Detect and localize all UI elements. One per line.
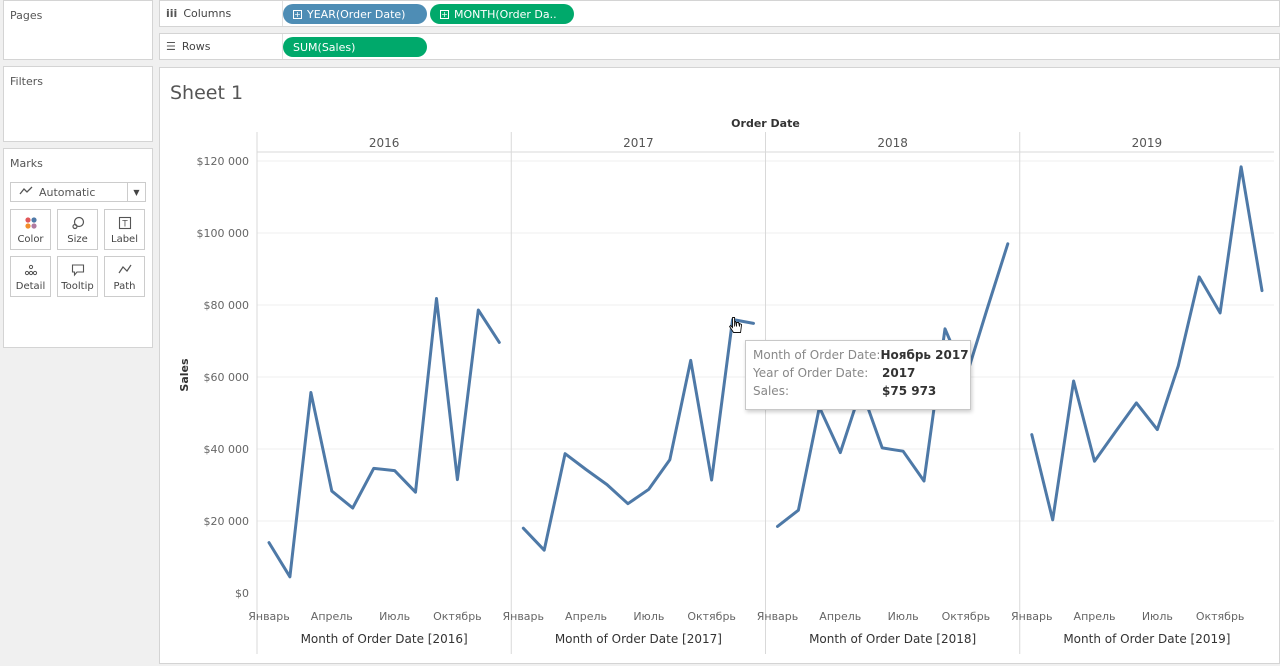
label-label: Label [111, 234, 138, 245]
tooltip-value: Ноябрь 2017 [880, 348, 969, 362]
x-tick-label: Апрель [819, 610, 861, 623]
x-tick-label: Октябрь [942, 610, 991, 623]
line-chart-icon [19, 186, 33, 199]
sum-sales-pill[interactable]: SUM(Sales) [283, 37, 427, 57]
x-axis-label: Month of Order Date [2016] [301, 632, 468, 646]
x-tick-label: Январь [248, 610, 290, 623]
pages-panel[interactable]: Pages [3, 0, 153, 60]
path-icon [105, 263, 144, 280]
columns-icon: iii [166, 7, 178, 20]
tooltip-key: Year of Order Date: [753, 366, 869, 380]
x-tick-label: Октябрь [433, 610, 482, 623]
series-line-2019 [1030, 165, 1264, 522]
filters-title: Filters [10, 75, 43, 88]
expand-icon[interactable]: + [293, 9, 302, 19]
x-tick-label: Июль [888, 610, 919, 623]
rows-shelf-header: ☰ Rows [166, 34, 210, 59]
size-icon [58, 216, 97, 233]
x-tick-label: Январь [502, 610, 544, 623]
sales-pill-label: SUM(Sales) [293, 40, 356, 54]
pane-year-header: 2016 [369, 136, 400, 150]
path-button[interactable]: Path [104, 256, 145, 297]
column-header-label: Order Date [731, 117, 800, 130]
tooltip-value: 2017 [882, 366, 916, 380]
x-axis-label: Month of Order Date [2019] [1063, 632, 1230, 646]
x-tick-label: Январь [1011, 610, 1053, 623]
tooltip-button[interactable]: Tooltip [57, 256, 98, 297]
marks-title: Marks [10, 157, 43, 170]
sheet-title: Sheet 1 [170, 82, 244, 104]
month-order-date-pill[interactable]: + MONTH(Order Da.. [430, 4, 574, 24]
text-label-icon: T [105, 216, 144, 233]
pane-year-header: 2017 [623, 136, 654, 150]
year-order-date-pill[interactable]: + YEAR(Order Date) [283, 4, 427, 24]
path-label: Path [113, 281, 136, 292]
pane-year-header: 2019 [1132, 136, 1163, 150]
x-tick-label: Октябрь [687, 610, 736, 623]
x-axis-label: Month of Order Date [2017] [555, 632, 722, 646]
chevron-down-icon[interactable]: ▼ [127, 183, 145, 201]
tooltip-key: Month of Order Date: [753, 348, 881, 362]
expand-icon[interactable]: + [440, 9, 449, 19]
x-tick-label: Апрель [565, 610, 607, 623]
svg-text:T: T [121, 220, 128, 230]
y-tick-label: $100 000 [197, 227, 250, 240]
mark-type-dropdown[interactable]: Automatic ▼ [10, 182, 146, 202]
tooltip-popup: Month of Order Date: Ноябрь 2017 Year of… [745, 340, 971, 410]
x-tick-label: Апрель [311, 610, 353, 623]
x-axis-label: Month of Order Date [2018] [809, 632, 976, 646]
color-icon [11, 216, 50, 233]
color-button[interactable]: Color [10, 209, 51, 250]
x-tick-label: Октябрь [1196, 610, 1245, 623]
tooltip-row: Month of Order Date: Ноябрь 2017 [753, 346, 969, 364]
y-tick-label: $60 000 [204, 371, 250, 384]
x-tick-label: Апрель [1074, 610, 1116, 623]
x-tick-label: Январь [757, 610, 799, 623]
y-tick-label: $0 [235, 587, 249, 600]
x-tick-label: Июль [379, 610, 410, 623]
shelf-divider [282, 34, 283, 59]
detail-button[interactable]: Detail [10, 256, 51, 297]
month-pill-label: MONTH(Order Da.. [454, 7, 557, 21]
filters-panel[interactable]: Filters [3, 66, 153, 142]
tooltip-row: Sales: $75 973 [753, 382, 963, 400]
size-button[interactable]: Size [57, 209, 98, 250]
rows-label: Rows [181, 40, 211, 53]
series-line-2017 [521, 318, 755, 552]
speech-bubble-icon [58, 263, 97, 280]
tooltip-label: Tooltip [61, 281, 94, 292]
shelf-divider [282, 1, 283, 26]
size-label: Size [67, 234, 88, 245]
y-axis-label: Sales [178, 358, 191, 392]
detail-icon [11, 263, 50, 280]
tooltip-row: Year of Order Date: 2017 [753, 364, 963, 382]
y-tick-label: $80 000 [204, 299, 250, 312]
pane-year-header: 2018 [877, 136, 908, 150]
y-tick-label: $120 000 [197, 155, 250, 168]
worksheet: Sheet 1 [159, 67, 1280, 664]
color-label: Color [17, 234, 44, 245]
columns-label: Columns [183, 7, 232, 20]
rows-icon: ☰ [166, 40, 176, 53]
detail-label: Detail [15, 281, 46, 292]
series-line-2016 [267, 297, 501, 579]
y-tick-label: $40 000 [204, 443, 250, 456]
pages-title: Pages [10, 9, 43, 22]
y-tick-label: $20 000 [204, 515, 250, 528]
year-pill-label: YEAR(Order Date) [307, 7, 406, 21]
tooltip-value: $75 973 [882, 384, 937, 398]
x-tick-label: Июль [1142, 610, 1173, 623]
x-tick-label: Июль [633, 610, 664, 623]
marks-panel: Marks Automatic ▼ Color Size T Label Det… [3, 148, 153, 348]
mark-type-label: Automatic [39, 185, 96, 199]
label-button[interactable]: T Label [104, 209, 145, 250]
hand-cursor-icon [728, 317, 743, 333]
tooltip-key: Sales: [753, 384, 789, 398]
columns-shelf-header: iii Columns [166, 1, 231, 26]
